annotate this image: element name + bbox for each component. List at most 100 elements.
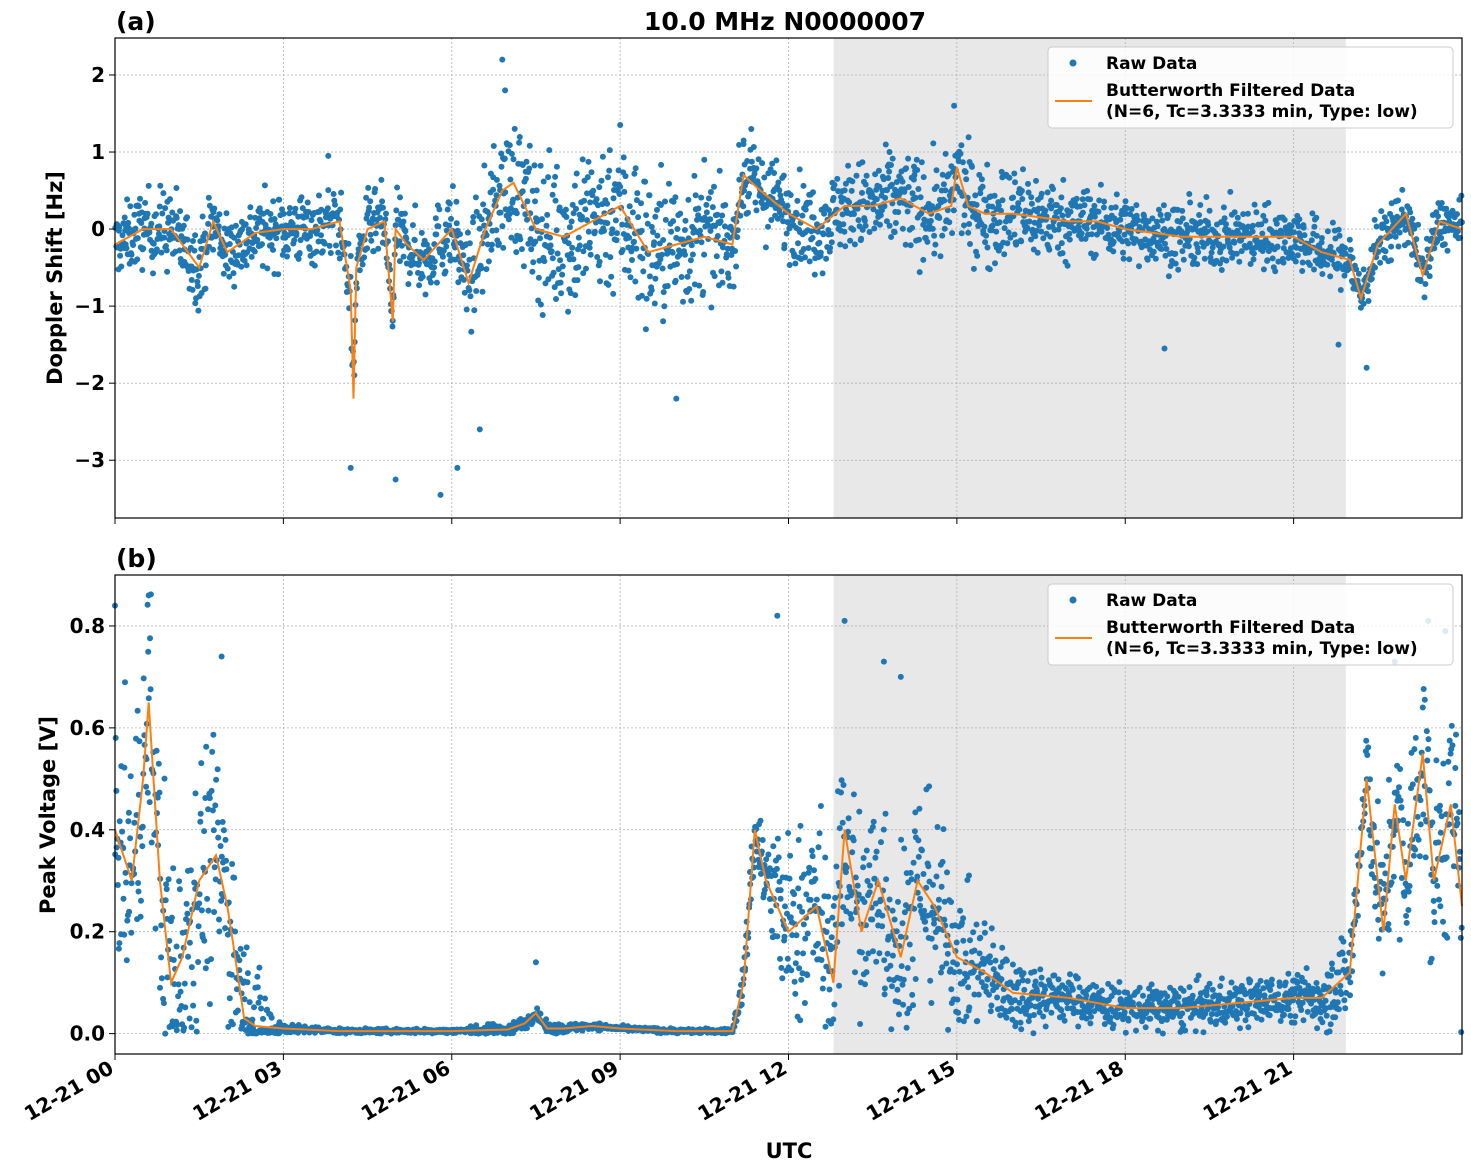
raw-point-a bbox=[464, 229, 471, 236]
raw-point-a bbox=[903, 165, 910, 172]
raw-point-a bbox=[802, 254, 808, 261]
raw-point-b bbox=[898, 836, 905, 843]
raw-point-a bbox=[157, 182, 164, 189]
raw-point-b bbox=[1281, 1011, 1287, 1018]
raw-point-a bbox=[740, 203, 747, 210]
raw-point-a bbox=[626, 203, 633, 210]
raw-point-a bbox=[397, 194, 403, 201]
raw-point-b bbox=[1030, 1012, 1037, 1018]
raw-point-a bbox=[601, 227, 607, 234]
raw-point-a bbox=[778, 212, 785, 219]
raw-point-a bbox=[800, 182, 807, 189]
raw-point-a bbox=[616, 191, 623, 197]
raw-point-b bbox=[920, 871, 927, 877]
raw-point-b bbox=[862, 955, 869, 962]
raw-point-a bbox=[153, 246, 160, 253]
raw-point-a bbox=[202, 285, 209, 292]
raw-point-b bbox=[1136, 984, 1143, 991]
raw-point-a bbox=[537, 301, 544, 308]
raw-point-b bbox=[131, 819, 138, 826]
raw-point-a bbox=[495, 240, 502, 247]
raw-point-b bbox=[1163, 1016, 1170, 1023]
raw-point-b bbox=[121, 764, 128, 771]
raw-point-a bbox=[1377, 259, 1384, 266]
raw-point-a bbox=[199, 213, 206, 220]
raw-point-b bbox=[197, 810, 204, 817]
raw-point-b bbox=[888, 933, 894, 940]
raw-point-b bbox=[1279, 1003, 1286, 1010]
raw-point-a bbox=[1011, 170, 1018, 177]
raw-point-a bbox=[1123, 205, 1130, 212]
raw-point-b bbox=[1233, 1015, 1240, 1022]
raw-point-a bbox=[243, 262, 250, 269]
raw-point-a bbox=[173, 214, 180, 221]
raw-point-a bbox=[1015, 200, 1022, 207]
raw-point-b bbox=[840, 782, 847, 788]
raw-point-a bbox=[748, 158, 755, 165]
raw-outlier-a bbox=[886, 149, 893, 155]
raw-point-a bbox=[876, 183, 883, 190]
raw-point-b bbox=[765, 851, 772, 858]
raw-point-a bbox=[1095, 208, 1102, 215]
raw-point-b bbox=[894, 986, 901, 993]
raw-point-a bbox=[1346, 265, 1353, 272]
raw-point-b bbox=[797, 1017, 804, 1024]
raw-point-b bbox=[813, 896, 820, 903]
raw-point-a bbox=[483, 232, 490, 239]
raw-point-b bbox=[1192, 1028, 1199, 1035]
raw-point-b bbox=[967, 937, 973, 944]
raw-point-b bbox=[209, 807, 216, 814]
raw-point-b bbox=[112, 734, 119, 741]
raw-point-b bbox=[822, 1023, 829, 1030]
raw-point-b bbox=[223, 857, 229, 864]
raw-point-a bbox=[1295, 223, 1302, 230]
raw-point-a bbox=[588, 169, 595, 176]
raw-point-a bbox=[1407, 209, 1414, 216]
raw-point-b bbox=[1124, 989, 1131, 996]
raw-point-b bbox=[879, 912, 886, 919]
raw-point-a bbox=[809, 234, 816, 241]
raw-point-a bbox=[1240, 211, 1247, 218]
raw-point-a bbox=[796, 166, 803, 173]
raw-point-a bbox=[1308, 237, 1315, 244]
raw-point-b bbox=[887, 962, 894, 969]
raw-point-a bbox=[1010, 194, 1017, 201]
raw-point-b bbox=[895, 999, 902, 1006]
raw-point-a bbox=[709, 204, 716, 211]
raw-point-b bbox=[537, 1010, 544, 1017]
raw-point-a bbox=[1110, 248, 1117, 255]
raw-point-a bbox=[643, 295, 650, 302]
raw-point-b bbox=[1247, 977, 1254, 984]
raw-point-b bbox=[1083, 992, 1090, 999]
raw-outlier-a bbox=[1363, 364, 1370, 371]
raw-point-a bbox=[1258, 221, 1265, 228]
raw-point-b bbox=[838, 789, 844, 796]
raw-point-b bbox=[175, 981, 182, 988]
raw-point-a bbox=[899, 178, 906, 185]
raw-point-b bbox=[198, 760, 205, 767]
raw-point-b bbox=[1122, 1029, 1129, 1036]
raw-point-a bbox=[648, 287, 655, 294]
raw-point-a bbox=[286, 205, 293, 211]
raw-point-a bbox=[1122, 198, 1129, 205]
raw-point-b bbox=[951, 969, 958, 976]
raw-point-a bbox=[837, 241, 844, 248]
raw-point-a bbox=[1098, 228, 1105, 235]
raw-point-a bbox=[552, 197, 559, 204]
raw-point-a bbox=[572, 292, 579, 299]
raw-point-a bbox=[214, 217, 221, 224]
raw-point-a bbox=[400, 253, 407, 260]
raw-point-a bbox=[325, 187, 332, 194]
raw-point-b bbox=[195, 923, 202, 930]
raw-point-a bbox=[1197, 202, 1204, 208]
raw-point-b bbox=[787, 852, 794, 859]
raw-point-b bbox=[254, 984, 261, 991]
raw-point-b bbox=[847, 892, 854, 899]
raw-point-a bbox=[566, 224, 573, 231]
raw-point-b bbox=[919, 847, 925, 854]
raw-point-b bbox=[955, 1009, 962, 1016]
raw-point-b bbox=[956, 1016, 962, 1023]
raw-point-a bbox=[1179, 248, 1186, 255]
raw-point-a bbox=[500, 244, 507, 251]
raw-point-b bbox=[184, 910, 191, 917]
